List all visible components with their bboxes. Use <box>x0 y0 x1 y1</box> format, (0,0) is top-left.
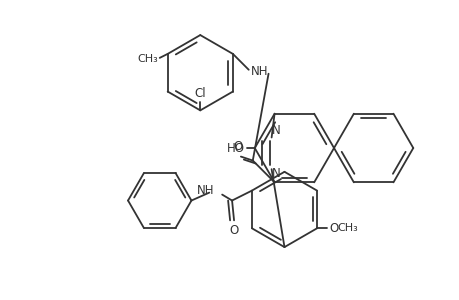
Text: CH₃: CH₃ <box>336 223 357 233</box>
Text: Cl: Cl <box>194 88 206 100</box>
Text: N: N <box>271 124 280 137</box>
Text: NH: NH <box>250 65 268 78</box>
Text: O: O <box>233 140 242 153</box>
Text: O: O <box>328 222 337 235</box>
Text: CH₃: CH₃ <box>137 54 157 64</box>
Text: NH: NH <box>196 184 214 197</box>
Text: HO: HO <box>226 142 244 154</box>
Text: O: O <box>229 224 238 237</box>
Text: N: N <box>271 167 280 180</box>
